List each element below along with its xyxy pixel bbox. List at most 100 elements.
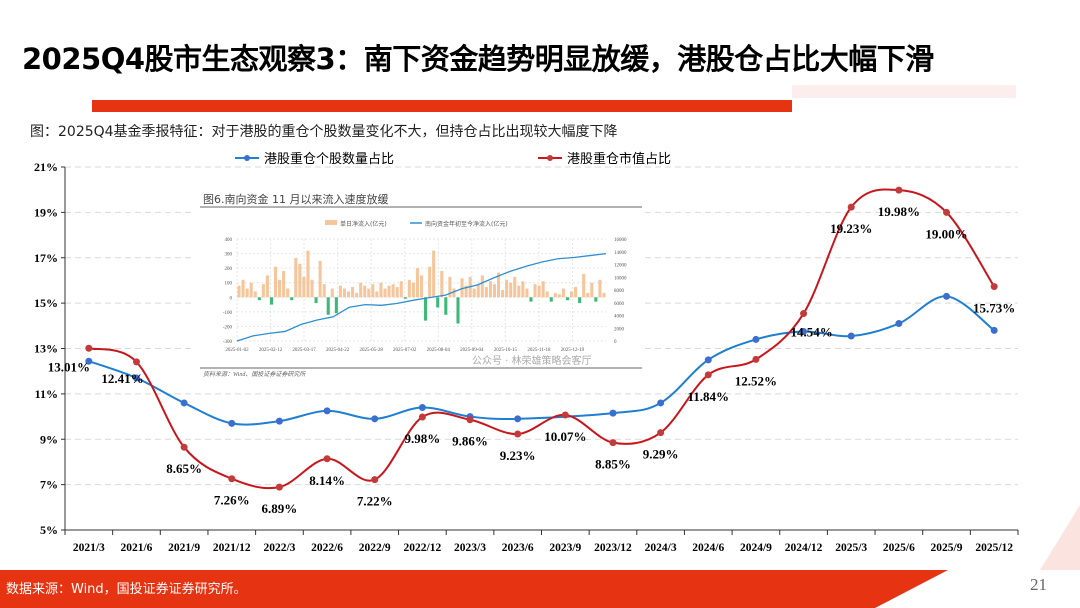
data-point bbox=[323, 455, 331, 463]
inset-bar bbox=[557, 294, 561, 298]
x-tick-label: 2024/9 bbox=[740, 542, 772, 554]
inset-bar bbox=[253, 291, 257, 298]
inset-bar bbox=[375, 291, 379, 298]
inset-bar bbox=[488, 281, 492, 298]
data-label: 8.14% bbox=[309, 473, 345, 488]
data-label: 12.41% bbox=[101, 371, 143, 386]
inset-bar bbox=[436, 297, 440, 308]
inset-bar bbox=[460, 278, 464, 298]
inset-y-right-tick: 4000 bbox=[614, 315, 625, 320]
inset-bar bbox=[574, 287, 578, 298]
inset-bar bbox=[565, 297, 570, 301]
data-source: 数据来源：Wind，国投证券证券研究所。 bbox=[6, 582, 247, 597]
inset-bar bbox=[395, 287, 399, 298]
inset-y-right-tick: 6000 bbox=[614, 302, 625, 307]
data-point bbox=[561, 411, 569, 419]
data-label: 7.22% bbox=[357, 494, 393, 509]
x-tick-label: 2025/3 bbox=[835, 542, 867, 554]
inset-y-right-tick: 8000 bbox=[614, 289, 625, 294]
inset-x-tick: 2025-07-02 bbox=[393, 348, 417, 353]
inset-bar bbox=[444, 297, 448, 315]
x-tick-label: 2024/3 bbox=[645, 542, 677, 554]
series-line-value-share bbox=[88, 188, 996, 490]
inset-bar bbox=[290, 297, 294, 301]
data-point bbox=[657, 399, 665, 407]
inset-y-left-tick: 400 bbox=[225, 238, 233, 243]
inset-bar bbox=[492, 284, 497, 298]
inset-bar bbox=[367, 288, 371, 298]
inset-bar bbox=[355, 292, 359, 298]
data-point bbox=[323, 407, 331, 415]
data-point bbox=[371, 476, 379, 484]
inset-bar bbox=[411, 282, 415, 298]
inset-y-left-tick: 200 bbox=[225, 267, 233, 272]
inset-bar bbox=[403, 297, 407, 299]
x-tick-label: 2023/6 bbox=[502, 542, 534, 554]
inset-bar bbox=[598, 279, 602, 298]
x-tick-label: 2025/9 bbox=[931, 542, 963, 554]
inset-bar bbox=[342, 288, 346, 298]
data-point bbox=[800, 327, 808, 335]
data-point bbox=[800, 310, 808, 318]
y-tick-label: 9% bbox=[40, 432, 58, 446]
x-tick-label: 2024/12 bbox=[785, 542, 823, 554]
inset-bar bbox=[432, 250, 436, 298]
inset-bar bbox=[269, 297, 273, 305]
y-tick-label: 17% bbox=[34, 251, 58, 265]
inset-bar bbox=[561, 288, 565, 298]
inset-bar bbox=[298, 263, 302, 298]
data-point bbox=[943, 208, 951, 216]
data-point bbox=[609, 409, 617, 417]
inset-bar bbox=[363, 285, 367, 298]
inset-bar bbox=[553, 292, 557, 298]
inset-cumulative-line bbox=[236, 253, 607, 342]
legend-marker-blue bbox=[244, 155, 250, 161]
inset-bar bbox=[241, 279, 245, 298]
x-tick-label: 2022/3 bbox=[263, 542, 295, 554]
data-label: 13.01% bbox=[48, 359, 90, 374]
data-point bbox=[180, 399, 188, 407]
inset-bar bbox=[346, 291, 351, 298]
x-tick-label: 2022/6 bbox=[311, 542, 343, 554]
data-label: 11.84% bbox=[688, 389, 730, 404]
legend-marker-red bbox=[547, 155, 553, 161]
inset-x-tick: 2025-10-15 bbox=[494, 348, 518, 353]
inset-bar bbox=[383, 288, 387, 298]
inset-bar bbox=[484, 287, 488, 298]
x-tick-label: 2021/12 bbox=[213, 542, 251, 554]
data-point bbox=[418, 413, 426, 421]
inset-bar bbox=[456, 297, 460, 324]
inset-bar bbox=[334, 297, 338, 314]
inset-bar bbox=[326, 297, 330, 315]
inset-bar bbox=[306, 250, 310, 298]
inset-bar bbox=[237, 285, 241, 298]
y-tick-label: 15% bbox=[34, 296, 58, 310]
inset-bar bbox=[513, 276, 517, 298]
inset-bar bbox=[440, 271, 444, 298]
inset-x-tick: 2025-05-28 bbox=[360, 348, 384, 353]
legend-label-red: 港股重仓市值占比 bbox=[567, 151, 671, 167]
x-tick-label: 2025/6 bbox=[883, 542, 915, 554]
data-point bbox=[132, 358, 140, 366]
inset-bar bbox=[399, 281, 403, 298]
data-point bbox=[704, 356, 712, 364]
inset-bar bbox=[545, 291, 549, 298]
data-label: 14.54% bbox=[790, 324, 832, 339]
inset-x-tick: 2025-11-18 bbox=[527, 348, 551, 353]
inset-bar bbox=[261, 284, 265, 298]
inset-x-tick: 2025-04-22 bbox=[326, 348, 350, 353]
x-tick-label: 2021/9 bbox=[168, 542, 200, 554]
inset-bar bbox=[497, 272, 501, 298]
inset-bar bbox=[525, 288, 529, 298]
inset-bar bbox=[415, 268, 419, 298]
inset-bar bbox=[322, 284, 326, 298]
inset-bar bbox=[537, 285, 541, 298]
inset-bar bbox=[379, 282, 383, 298]
inset-x-tick: 2025-08-04 bbox=[427, 348, 451, 353]
inset-bar bbox=[371, 284, 375, 298]
inset-y-right-tick: 16000 bbox=[614, 238, 627, 243]
watermark: 公众号 · 林荣雄策略会客厅 bbox=[472, 354, 592, 367]
y-tick-label: 11% bbox=[35, 387, 58, 401]
